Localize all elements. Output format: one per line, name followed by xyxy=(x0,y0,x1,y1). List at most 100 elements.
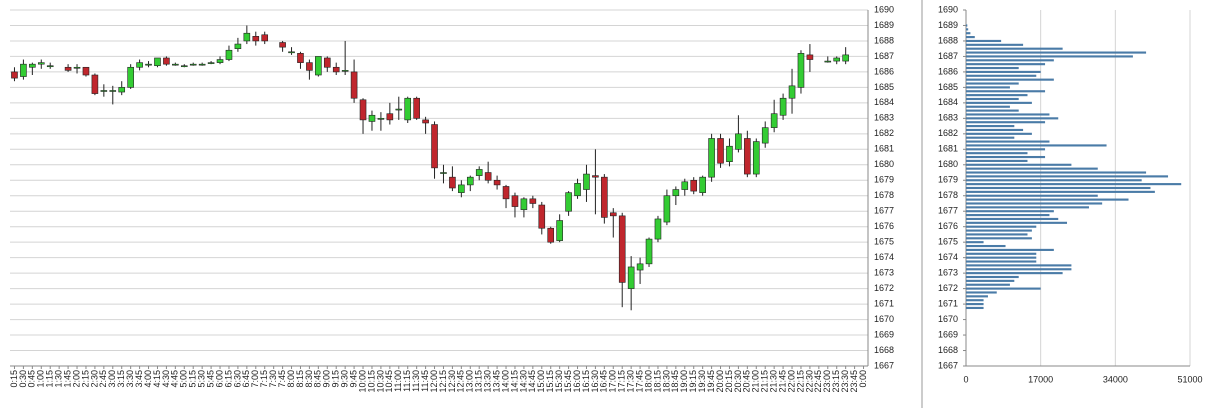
x-tick-label: 20:00 xyxy=(715,370,725,393)
x-tick-label: 1:30 xyxy=(54,370,64,388)
bar xyxy=(966,132,1032,135)
bar xyxy=(966,237,1032,240)
candle-body xyxy=(538,204,546,229)
x-tick-label: 21:45 xyxy=(777,370,787,393)
x-tick-label: 6:30 xyxy=(232,370,242,388)
x-tick-label: 34000 xyxy=(1103,374,1128,384)
x-tick-label: 2:30 xyxy=(89,370,99,388)
bar xyxy=(966,252,1037,255)
candle-body xyxy=(797,53,805,88)
candle-body xyxy=(234,43,242,49)
candle-body xyxy=(11,71,18,79)
candle-body xyxy=(502,186,510,200)
candle-body xyxy=(261,34,269,42)
x-tick-label: 19:30 xyxy=(697,370,707,393)
y-tick-label: 1684 xyxy=(874,97,894,107)
candle-body xyxy=(422,119,429,124)
y-tick-label: 1680 xyxy=(874,159,894,169)
y-tick-label: 1682 xyxy=(874,128,894,138)
x-tick-label: 8:45 xyxy=(313,370,323,388)
candle-body xyxy=(699,176,706,193)
x-tick-label: 6:45 xyxy=(241,370,251,388)
candle-body xyxy=(466,176,474,186)
bar xyxy=(966,140,1050,143)
y-tick-label: 1676 xyxy=(874,221,894,231)
x-tick-label: 9:00 xyxy=(322,370,332,388)
candle-body xyxy=(770,113,778,128)
candle-body xyxy=(37,62,45,65)
x-tick-label: 9:30 xyxy=(340,370,350,388)
x-tick-label: 4:00 xyxy=(143,370,153,388)
candle-body xyxy=(484,172,492,181)
candle-body xyxy=(243,32,251,42)
candle-body xyxy=(91,74,99,94)
y-tick-label: 1675 xyxy=(938,237,958,247)
bar xyxy=(966,256,1037,259)
y-tick-label: 1667 xyxy=(938,360,958,370)
candle-body xyxy=(609,212,617,217)
candle-body xyxy=(350,71,358,99)
x-tick-label: 22:15 xyxy=(795,370,805,393)
bar xyxy=(966,63,1046,66)
candle-body xyxy=(672,189,680,197)
bar xyxy=(966,32,971,35)
candle-body xyxy=(681,181,689,190)
candle-body xyxy=(663,195,671,223)
x-tick-label: 7:15 xyxy=(259,370,269,388)
y-tick-label: 1679 xyxy=(874,175,894,185)
x-tick-label: 17:45 xyxy=(634,370,644,393)
bar xyxy=(966,105,1010,108)
candle-body xyxy=(717,138,724,164)
x-tick-label: 14:15 xyxy=(509,370,519,393)
candle-body xyxy=(154,57,161,67)
y-tick-label: 1680 xyxy=(938,159,958,169)
y-tick-label: 1688 xyxy=(874,35,894,45)
y-tick-label: 1690 xyxy=(938,4,958,14)
candle-body xyxy=(726,145,733,162)
bar xyxy=(966,264,1072,267)
x-tick-label: 9:15 xyxy=(331,370,341,388)
x-tick-label: 20:15 xyxy=(724,370,734,393)
bar xyxy=(966,51,1147,54)
candle-body xyxy=(520,198,528,210)
bar xyxy=(966,159,1028,162)
x-tick-label: 2:00 xyxy=(71,370,81,388)
bar xyxy=(966,82,1019,85)
candle-body xyxy=(592,175,599,178)
bar xyxy=(966,299,984,302)
x-tick-label: 7:30 xyxy=(268,370,278,388)
bar xyxy=(966,175,1169,178)
bar xyxy=(966,179,1142,182)
candle-body xyxy=(225,49,233,60)
y-tick-label: 1670 xyxy=(938,314,958,324)
bar xyxy=(966,229,1032,232)
x-tick-label: 4:30 xyxy=(161,370,171,388)
y-tick-label: 1686 xyxy=(938,66,958,76)
y-tick-label: 1674 xyxy=(874,252,894,262)
candle-body xyxy=(386,113,394,121)
x-tick-label: 17000 xyxy=(1028,374,1053,384)
y-tick-label: 1674 xyxy=(938,252,958,262)
bar xyxy=(966,241,984,244)
y-tick-label: 1685 xyxy=(938,82,958,92)
candle-body xyxy=(46,65,54,68)
x-tick-label: 11:00 xyxy=(393,370,403,392)
candle-body xyxy=(475,169,483,176)
bar xyxy=(966,198,1129,201)
candle-body xyxy=(279,42,286,48)
candle-body xyxy=(824,60,832,63)
bar xyxy=(966,171,1147,174)
candle-body xyxy=(547,227,555,243)
x-tick-label: 0:15 xyxy=(9,370,19,388)
candle-body xyxy=(288,51,295,54)
y-tick-label: 1672 xyxy=(874,283,894,293)
candle-body xyxy=(574,183,581,197)
bar xyxy=(966,55,1133,58)
candle-body xyxy=(511,195,519,207)
x-tick-label: 15:15 xyxy=(545,370,555,393)
bar xyxy=(966,275,1019,279)
x-tick-label: 3:15 xyxy=(116,370,126,388)
candle-body xyxy=(788,85,796,99)
bar xyxy=(966,202,1103,205)
x-tick-label: 14:45 xyxy=(527,370,537,393)
